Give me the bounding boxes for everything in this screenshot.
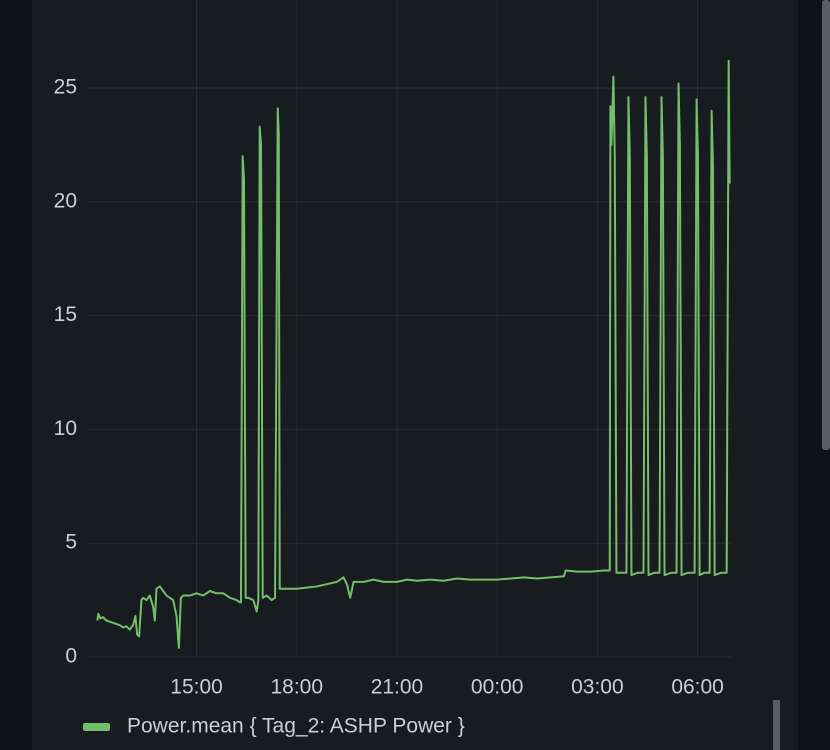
- data-line: [96, 59, 731, 649]
- x-tick-label: 18:00: [270, 676, 323, 699]
- y-tick-label: 5: [65, 531, 77, 554]
- panel-background: [32, 0, 798, 750]
- x-tick-label: 06:00: [671, 676, 724, 699]
- y-tick-label: 15: [54, 303, 77, 326]
- x-tick-label: 15:00: [170, 676, 223, 699]
- x-tick-label: 21:00: [371, 676, 424, 699]
- scrollbar-thumb-horizontal[interactable]: [773, 700, 780, 750]
- x-tick-label: 03:00: [571, 676, 624, 699]
- legend-swatch: [83, 723, 110, 731]
- y-tick-label: 10: [54, 417, 77, 440]
- y-tick-label: 0: [65, 645, 77, 668]
- y-tick-label: 25: [54, 76, 77, 99]
- scrollbar-thumb[interactable]: [822, 0, 830, 450]
- legend-label[interactable]: Power.mean { Tag_2: ASHP Power }: [127, 715, 465, 738]
- y-tick-label: 20: [54, 189, 77, 212]
- x-tick-label: 00:00: [471, 676, 524, 699]
- plot-area: 0 5 10 15 20 25 15:00 18:00 21:00 00:00 03:00 06:00: [54, 0, 731, 699]
